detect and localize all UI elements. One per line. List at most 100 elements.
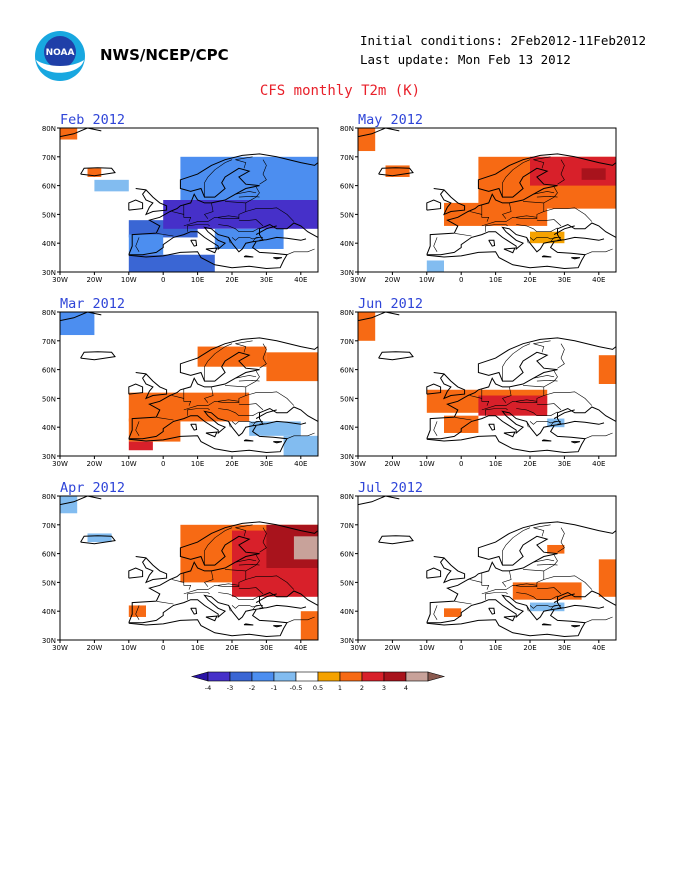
border <box>502 159 531 198</box>
border <box>252 237 263 242</box>
panel-title: Mar 2012 <box>60 296 125 312</box>
coastline <box>571 625 581 628</box>
y-tick-label: 70N <box>42 338 56 346</box>
svg-text:NOAA: NOAA <box>46 48 75 58</box>
coastline <box>128 337 318 439</box>
border <box>286 248 315 255</box>
border <box>218 592 260 600</box>
border <box>516 224 558 232</box>
border <box>218 224 260 232</box>
border <box>550 237 561 242</box>
map-background <box>358 312 616 456</box>
x-tick-label: 40E <box>592 644 605 652</box>
anomaly-cell <box>547 544 565 554</box>
map-panels: Feb 2012 30W 20W 10W 0 10E 20E 30E 40E 30N 40N 50N 6… <box>42 112 617 652</box>
coastline <box>255 409 277 420</box>
border <box>245 207 295 222</box>
x-tick-label: 20E <box>523 644 536 652</box>
border <box>516 408 558 416</box>
x-tick-label: 40E <box>294 276 307 284</box>
y-tick-label: 50N <box>42 211 56 219</box>
coastline <box>128 199 144 211</box>
x-tick-label: 10E <box>489 276 502 284</box>
y-tick-label: 40N <box>42 608 56 616</box>
border <box>533 524 551 537</box>
x-tick-label: 30E <box>558 460 571 468</box>
colorbar-swatch <box>405 671 429 682</box>
coastline <box>80 167 116 177</box>
border <box>156 601 174 605</box>
coastline <box>255 593 277 604</box>
coastline <box>557 420 605 425</box>
y-tick-label: 40N <box>340 240 354 248</box>
x-tick-label: 30W <box>52 276 68 284</box>
border <box>584 432 613 439</box>
border <box>171 579 192 590</box>
border <box>171 211 192 222</box>
anomaly-cell <box>358 312 376 341</box>
x-tick-label: 10W <box>121 644 137 652</box>
colorbar-label: -1 <box>271 684 277 692</box>
coastline <box>255 225 277 236</box>
coastline <box>243 255 254 258</box>
coastline <box>358 128 400 138</box>
x-tick-label: 0 <box>161 644 165 652</box>
coastline <box>426 337 616 439</box>
x-tick-label: 10E <box>489 460 502 468</box>
anomaly-cell <box>581 168 606 180</box>
border <box>502 570 512 587</box>
border <box>536 219 562 227</box>
map-panel: Feb 2012 30W 20W 10W 0 10E 20E 30E 40E 30N 40N 50N 6… <box>42 112 335 284</box>
border <box>533 340 551 353</box>
x-tick-label: 20W <box>384 276 400 284</box>
border <box>529 237 558 241</box>
border <box>228 421 231 428</box>
coastline <box>273 257 283 260</box>
x-tick-label: 20E <box>225 276 238 284</box>
y-tick-label: 30N <box>340 269 354 277</box>
anomaly-cell <box>444 202 548 226</box>
colorbar-swatch <box>317 671 341 682</box>
border <box>469 395 490 406</box>
anomaly-cell <box>598 559 616 597</box>
coastline <box>60 496 102 506</box>
anomaly-cell <box>94 179 129 192</box>
border <box>245 554 260 572</box>
border <box>584 616 613 623</box>
y-tick-label: 80N <box>340 125 354 133</box>
y-tick-label: 50N <box>42 395 56 403</box>
coastline <box>325 229 335 249</box>
border <box>231 237 260 241</box>
panel-title: Apr 2012 <box>60 480 125 496</box>
colorbar-swatch <box>361 671 385 682</box>
border <box>536 587 562 595</box>
border <box>536 195 558 198</box>
y-tick-label: 70N <box>340 338 354 346</box>
colorbar-swatch <box>427 671 446 682</box>
coastline <box>557 236 605 241</box>
panel-title: Jul 2012 <box>358 480 423 496</box>
map-background <box>358 496 616 640</box>
colorbar-swatch <box>190 671 209 682</box>
coastline <box>190 239 198 247</box>
map-frame <box>357 495 617 641</box>
border <box>235 524 253 537</box>
border <box>183 569 247 595</box>
anomaly-cell <box>530 602 565 612</box>
anomaly-cell <box>128 254 215 272</box>
coastline <box>378 351 414 361</box>
anomaly-cell <box>60 312 95 336</box>
border <box>245 391 295 406</box>
coastline <box>128 567 144 579</box>
map-frame <box>59 127 319 273</box>
y-tick-label: 40N <box>340 424 354 432</box>
x-tick-label: 40E <box>294 460 307 468</box>
x-tick-label: 30E <box>260 276 273 284</box>
coastline <box>426 567 442 579</box>
border <box>235 340 253 353</box>
coastline <box>190 607 198 615</box>
border <box>135 421 140 436</box>
border <box>238 563 260 566</box>
x-tick-label: 10W <box>121 460 137 468</box>
x-tick-label: 20E <box>225 644 238 652</box>
